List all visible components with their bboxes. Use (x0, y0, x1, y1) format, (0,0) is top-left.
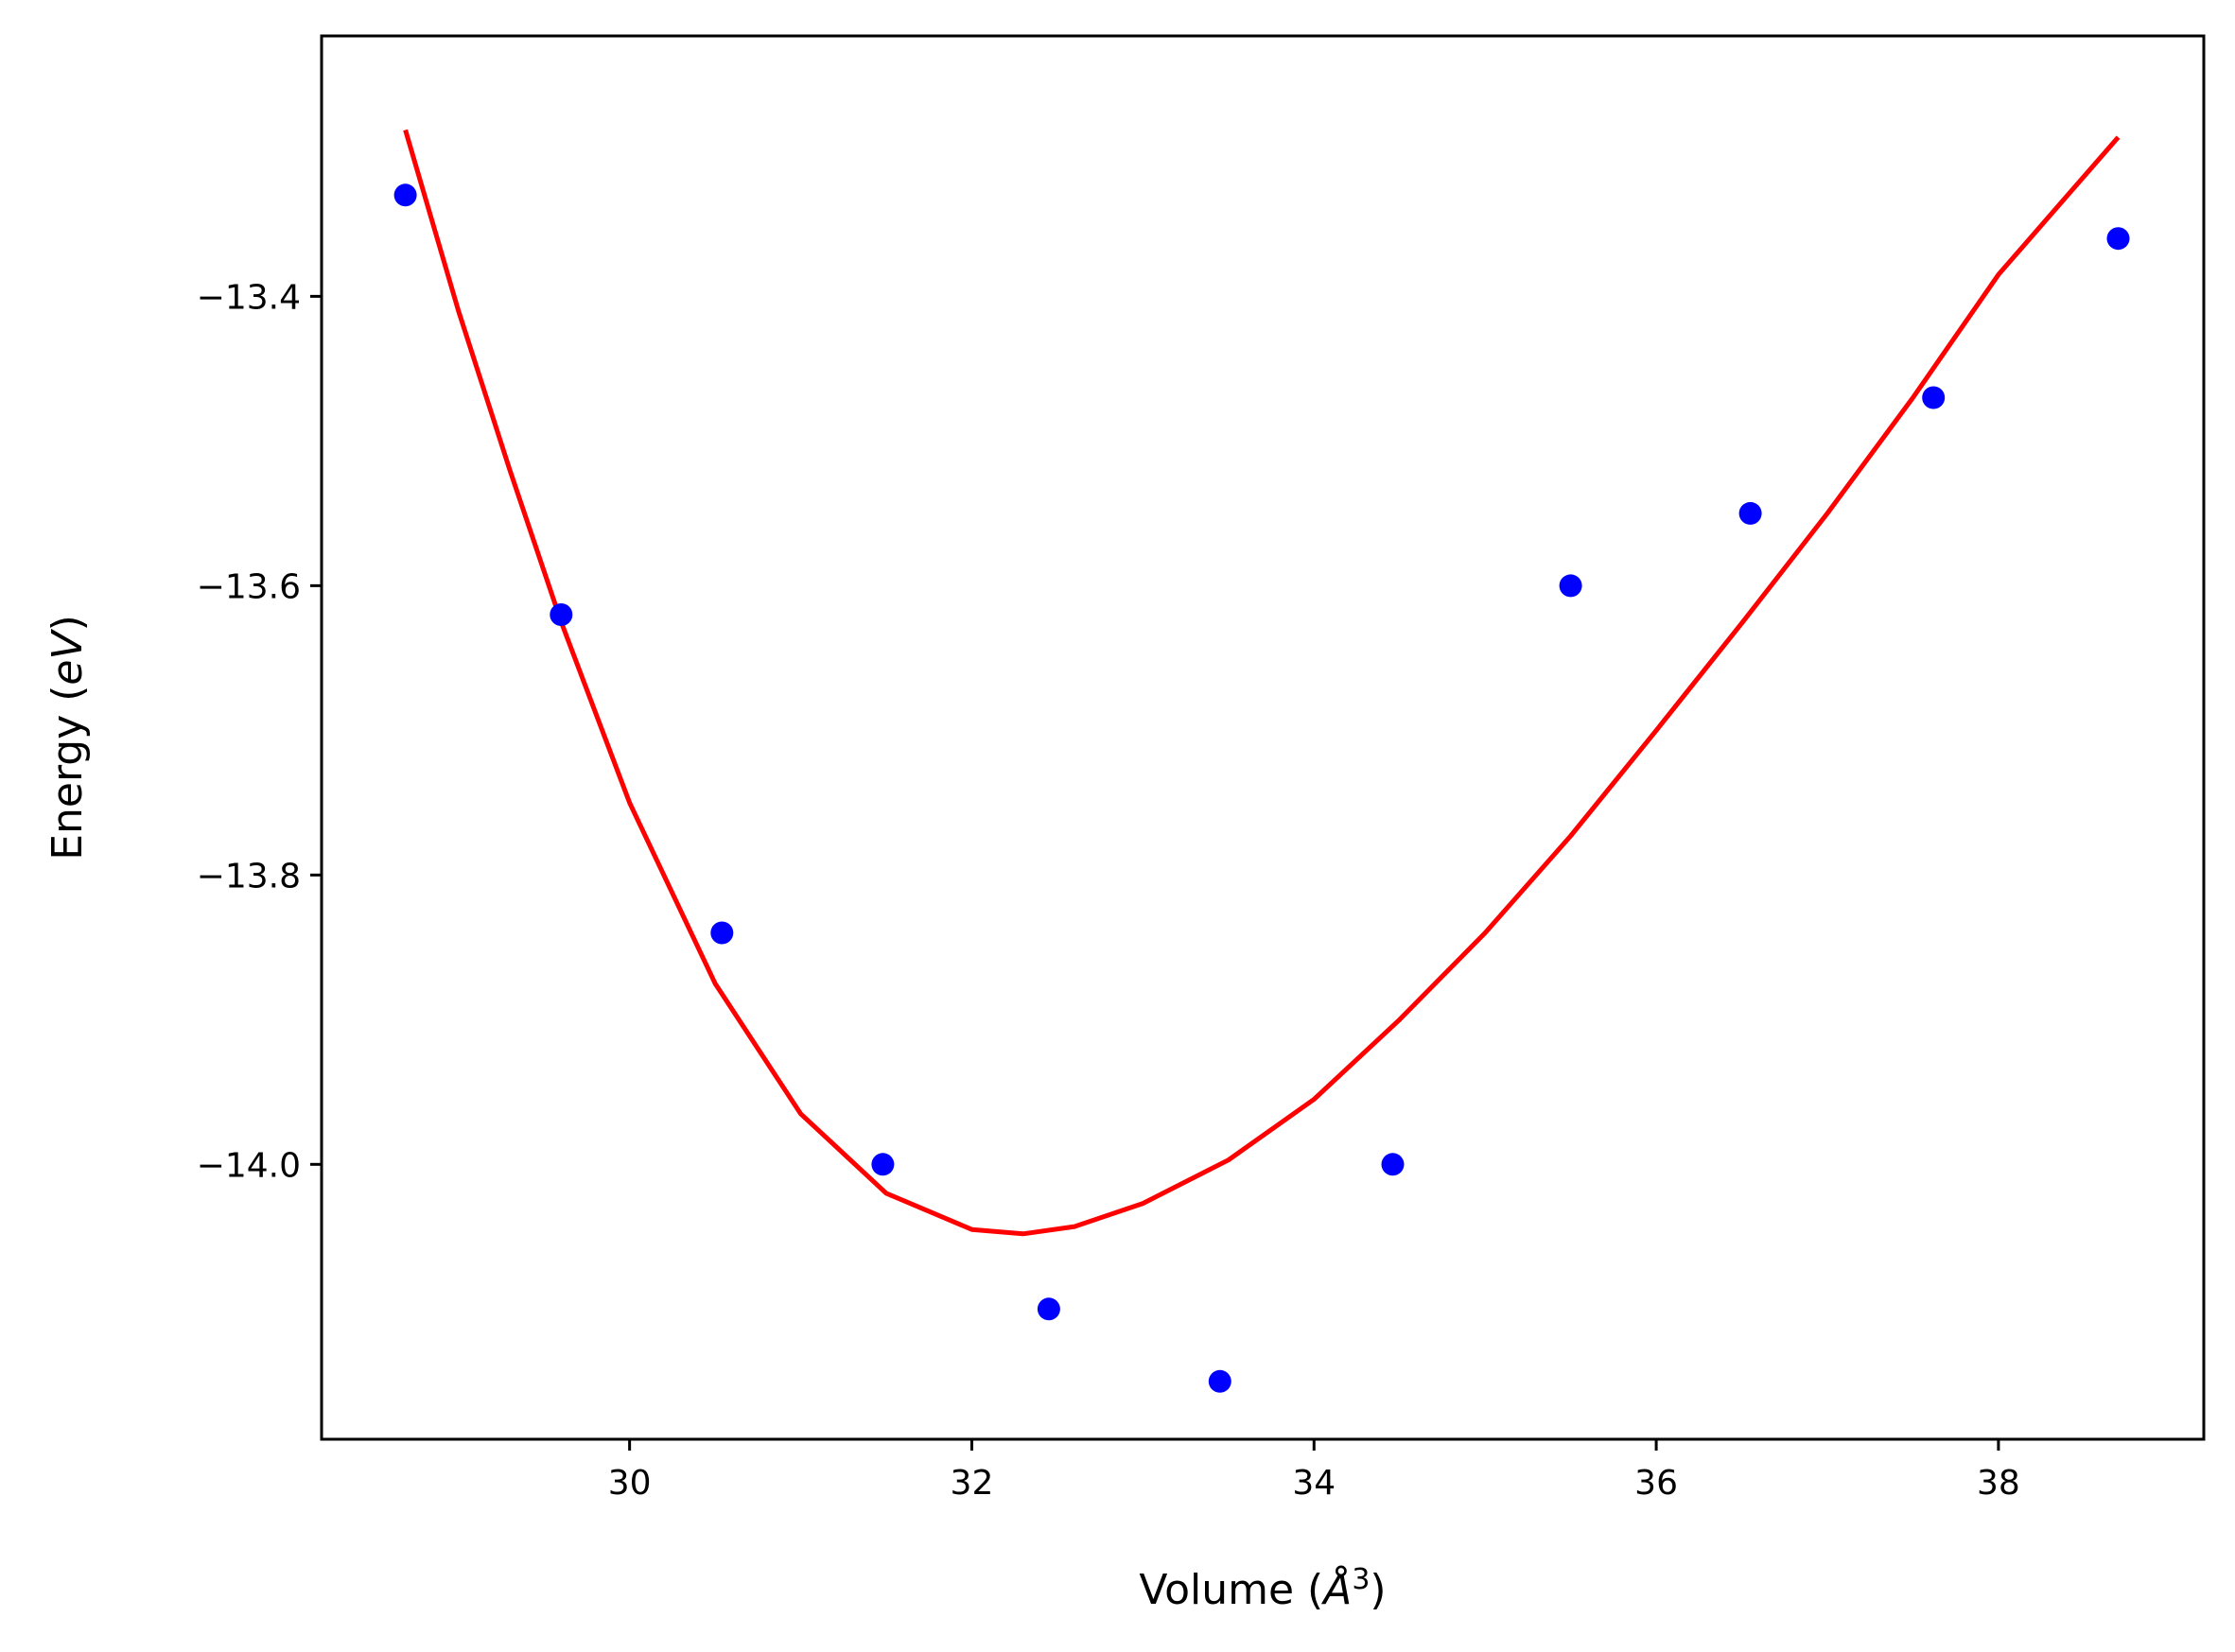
y-axis-label: Energy (eV) (44, 615, 92, 861)
data-point (1559, 574, 1582, 598)
data-point (1037, 1297, 1060, 1321)
plot-frame (320, 34, 2206, 1441)
data-points-layer (393, 183, 2130, 1393)
fit-curve-line (403, 129, 2121, 1237)
data-point (871, 1153, 895, 1176)
y-tick-label: −14.0 (197, 1146, 301, 1185)
y-tick-label: −13.4 (197, 278, 301, 317)
x-tick-label: 34 (1292, 1464, 1336, 1503)
data-point (2106, 227, 2130, 251)
y-tick-label: −13.6 (197, 567, 301, 606)
data-point (1738, 501, 1762, 525)
data-point (550, 603, 573, 626)
y-axis-ticks: −13.4 −13.6 −13.8 −14.0 (197, 278, 322, 1185)
data-point (1922, 386, 1946, 409)
x-axis-label: Volume (Å3) (1139, 1563, 1386, 1614)
data-point (1381, 1153, 1405, 1176)
x-tick-label: 36 (1634, 1464, 1678, 1503)
x-tick-label: 32 (951, 1464, 994, 1503)
data-point (393, 183, 417, 207)
fit-curve-layer (403, 129, 2121, 1237)
x-tick-label: 38 (1977, 1464, 2020, 1503)
x-axis-ticks: 30 32 34 36 38 (608, 1439, 2020, 1503)
x-tick-label: 30 (608, 1464, 652, 1503)
data-point (1208, 1369, 1231, 1393)
y-tick-label: −13.8 (197, 857, 301, 896)
data-point (710, 921, 734, 945)
